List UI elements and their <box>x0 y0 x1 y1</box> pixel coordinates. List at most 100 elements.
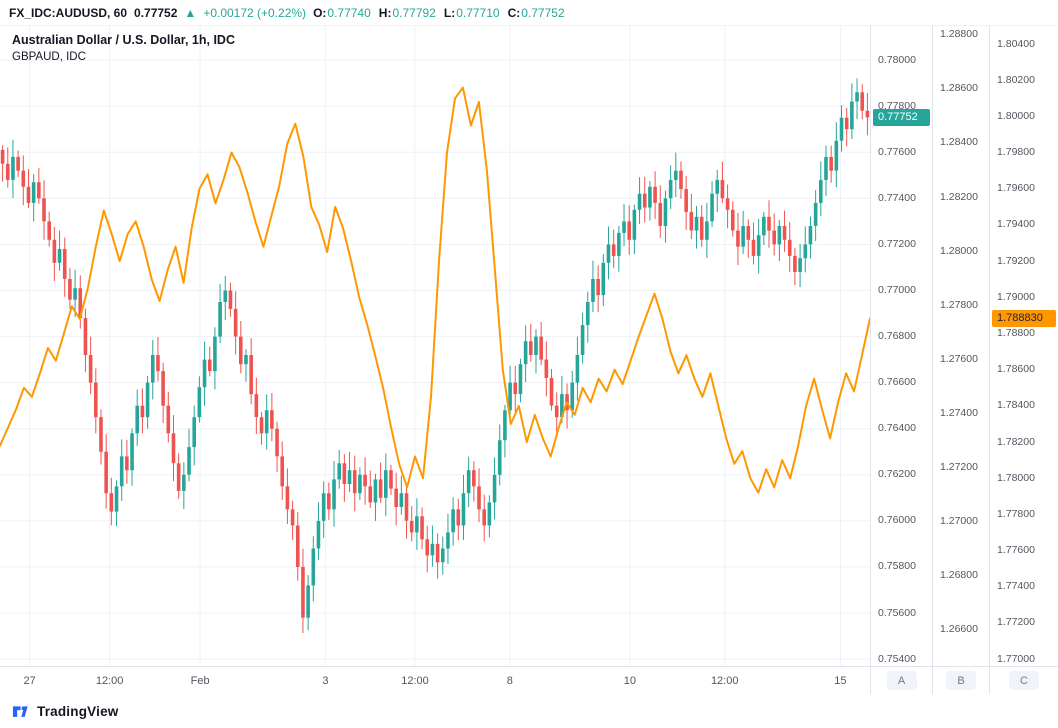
candle-body <box>316 520 321 549</box>
tradingview-wordmark[interactable]: TradingView <box>37 703 119 719</box>
price-tick-label: 1.27000 <box>940 514 978 527</box>
price-tick-label: 1.79600 <box>997 182 1035 195</box>
candle-body <box>239 336 243 365</box>
price-tick-label: 1.77800 <box>997 507 1035 520</box>
candle-body <box>68 279 72 300</box>
candle-body <box>264 410 269 434</box>
candle-body <box>824 156 828 180</box>
chart-canvas[interactable] <box>0 26 870 666</box>
candle-body <box>11 156 15 180</box>
price-tick-label: 1.26600 <box>940 622 978 635</box>
candle-body <box>487 502 492 526</box>
candle-body <box>461 493 466 526</box>
candle-body <box>62 249 67 279</box>
candle-body <box>94 382 98 418</box>
candle-body <box>668 179 673 199</box>
candle-body <box>627 221 631 240</box>
candle-body <box>425 539 430 556</box>
price-axis-c[interactable]: 1.80400 1.80200 1.80000 1.79800 1.79600 1.794… <box>989 26 1058 666</box>
price-tick-label: 1.77600 <box>997 544 1035 557</box>
price-tick-label: 1.80400 <box>997 37 1035 50</box>
candle-body <box>622 221 626 233</box>
candle-body <box>135 405 140 434</box>
chart-main: Australian Dollar / U.S. Dollar, 1h, IDC… <box>0 26 1058 666</box>
legend-compare-series[interactable]: GBPAUD, IDC <box>12 51 86 63</box>
candle-body <box>591 279 595 302</box>
price-change: +0.00172 (+0.22%) <box>203 5 307 20</box>
candle-body <box>777 226 782 245</box>
candle-body <box>513 382 518 395</box>
candle-body <box>244 355 248 365</box>
time-tick-label: 15 <box>834 674 847 687</box>
price-axis-b[interactable]: 1.28800 1.28600 1.28400 1.28200 1.28000 1.278… <box>932 26 989 666</box>
candle-body <box>596 279 600 296</box>
candle-body <box>384 470 388 498</box>
footer-bar: TradingView <box>0 694 1058 728</box>
candle-body <box>570 382 575 411</box>
candle-body <box>140 405 145 418</box>
price-tick-label: 1.77200 <box>997 616 1035 629</box>
candle-body <box>580 325 585 355</box>
candle-body <box>730 209 735 231</box>
candle-body <box>399 493 404 507</box>
chart-plot-area[interactable]: Australian Dollar / U.S. Dollar, 1h, IDC… <box>0 26 870 666</box>
candle-body <box>327 493 331 510</box>
candle-body <box>813 202 818 226</box>
candle-body <box>290 509 295 526</box>
candle-body <box>715 179 720 194</box>
time-tick-label: Feb <box>190 674 210 687</box>
price-tick-label: 1.78200 <box>997 435 1035 448</box>
candle-body <box>301 566 305 618</box>
candle-body <box>52 239 57 263</box>
candle-body <box>855 92 859 102</box>
candle-body <box>378 479 383 498</box>
candle-body <box>674 170 678 180</box>
price-axis-a[interactable]: 0.78000 0.77800 0.77600 0.77400 0.77200 0.770… <box>870 26 932 666</box>
time-axis[interactable]: 27 12:00 Feb 3 12:00 8 10 12:00 15 <box>0 667 870 694</box>
tradingview-logo-icon[interactable] <box>10 701 30 721</box>
price-tick-label: 1.28200 <box>940 190 978 203</box>
candle-body <box>440 548 445 563</box>
close-value: C: 0.77752 <box>507 5 565 20</box>
candle-body <box>482 509 486 526</box>
candle-body <box>710 193 714 222</box>
candle-body <box>280 456 285 487</box>
price-tick-label: 1.78400 <box>997 399 1035 412</box>
price-tick-label: 1.27800 <box>940 298 978 311</box>
candle-body <box>207 359 212 372</box>
candle-body <box>653 186 657 203</box>
candle-body <box>145 382 150 418</box>
candle-body <box>83 318 88 355</box>
candle-body <box>544 359 549 378</box>
price-tick-label: 1.26800 <box>940 568 978 581</box>
axis-c-button[interactable]: C <box>1009 671 1039 690</box>
price-tick-label: 0.75800 <box>878 560 916 573</box>
candle-body <box>88 355 93 383</box>
candle-body <box>782 226 787 240</box>
candle-body <box>202 359 207 388</box>
candle-body <box>492 474 497 503</box>
legend-main-series[interactable]: Australian Dollar / U.S. Dollar, 1h, IDC <box>12 33 235 47</box>
candle-body <box>860 92 865 111</box>
price-tick-label: 1.27600 <box>940 352 978 365</box>
axis-a-button[interactable]: A <box>886 671 917 690</box>
candle-body <box>270 410 274 429</box>
candle-body <box>373 479 378 503</box>
ohlc-values: O: 0.77740 H: 0.77792 L: 0.77710 C: 0.77… <box>313 6 565 20</box>
candle-body <box>337 463 341 480</box>
candle-body <box>73 288 77 300</box>
candle-body <box>415 516 419 533</box>
candle-body <box>187 447 191 475</box>
symbol-name[interactable]: FX_IDC:AUDUSD, 60 <box>9 5 128 20</box>
price-tick-label: 1.78600 <box>997 363 1035 376</box>
candle-body <box>306 585 310 618</box>
candle-body <box>472 470 476 487</box>
axis-b-button[interactable]: B <box>946 671 976 690</box>
price-tick-label: 1.28800 <box>940 28 978 41</box>
candle-body <box>57 249 62 263</box>
price-tick-label: 1.79200 <box>997 254 1035 267</box>
up-arrow-icon: ▲ <box>184 5 197 20</box>
candle-body <box>166 405 171 434</box>
candle-body <box>342 463 347 484</box>
